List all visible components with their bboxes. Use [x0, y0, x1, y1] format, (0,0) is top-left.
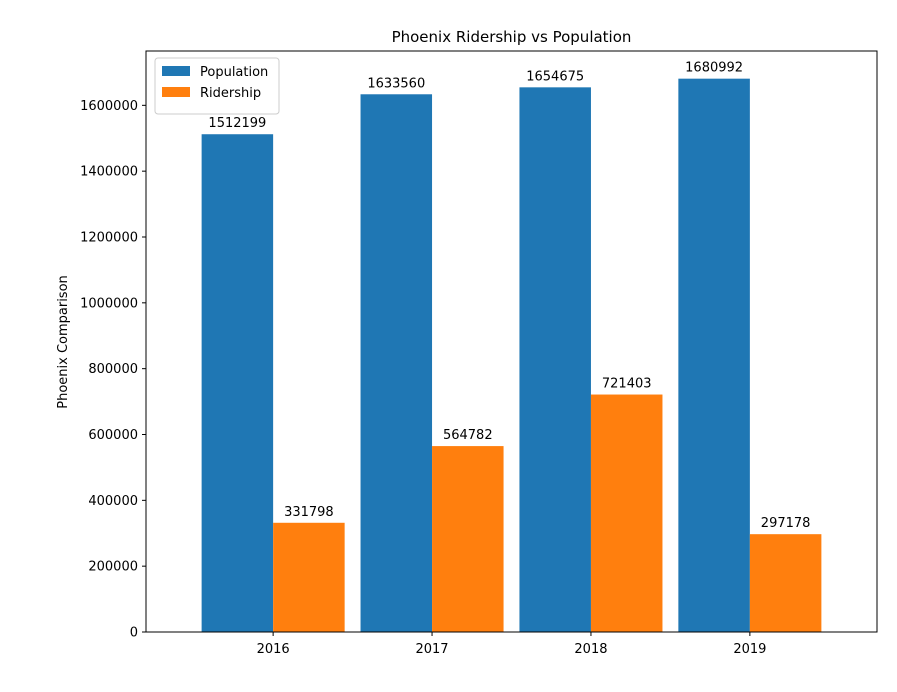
y-tick-label-1000000: 1000000 — [80, 296, 138, 311]
bar-ridership-2016 — [273, 522, 345, 632]
data-label-population-2017: 1633560 — [367, 76, 425, 91]
y-tick-label-1600000: 1600000 — [80, 99, 138, 114]
legend-swatch-ridership — [162, 87, 190, 97]
bar-population-2017 — [360, 94, 433, 632]
bar-ridership-2017 — [432, 446, 504, 632]
data-label-ridership-2019: 297178 — [761, 516, 811, 531]
bar-ridership-2018 — [590, 394, 663, 632]
data-label-ridership-2017: 564782 — [443, 428, 493, 443]
legend-label-ridership: Ridership — [200, 86, 261, 101]
data-label-ridership-2016: 331798 — [284, 505, 334, 520]
x-tick-label-2019: 2019 — [733, 642, 766, 657]
x-tick-label-2016: 2016 — [257, 642, 290, 657]
axes-frame — [145, 50, 878, 633]
data-label-ridership-2018: 721403 — [602, 377, 652, 392]
legend: Population Ridership — [154, 57, 280, 115]
data-label-population-2019: 1680992 — [685, 61, 743, 76]
y-tick-label-0: 0 — [130, 626, 138, 641]
y-tick-label-200000: 200000 — [88, 560, 138, 575]
y-tick-label-1400000: 1400000 — [80, 165, 138, 180]
x-tick-label-2017: 2017 — [415, 642, 448, 657]
legend-swatch-population — [162, 66, 190, 76]
x-tick-label-2018: 2018 — [574, 642, 607, 657]
y-tick-label-1200000: 1200000 — [80, 230, 138, 245]
y-axis-label: Phoenix Comparison — [56, 275, 71, 409]
data-label-population-2016: 1512199 — [208, 116, 266, 131]
y-tick-label-600000: 600000 — [88, 428, 138, 443]
bar-ridership-2019 — [749, 534, 822, 632]
bar-population-2019 — [678, 78, 750, 632]
plot-area: 1512199 1633560 1654675 1680992 331798 564782… — [80, 50, 878, 657]
bar-population-2016 — [201, 134, 274, 632]
legend-label-population: Population — [200, 65, 268, 80]
y-tick-label-400000: 400000 — [88, 494, 138, 509]
y-tick-label-800000: 800000 — [88, 362, 138, 377]
bar-population-2018 — [519, 87, 591, 632]
chart-title: Phoenix Ridership vs Population — [392, 28, 632, 46]
data-label-population-2018: 1654675 — [526, 69, 584, 84]
